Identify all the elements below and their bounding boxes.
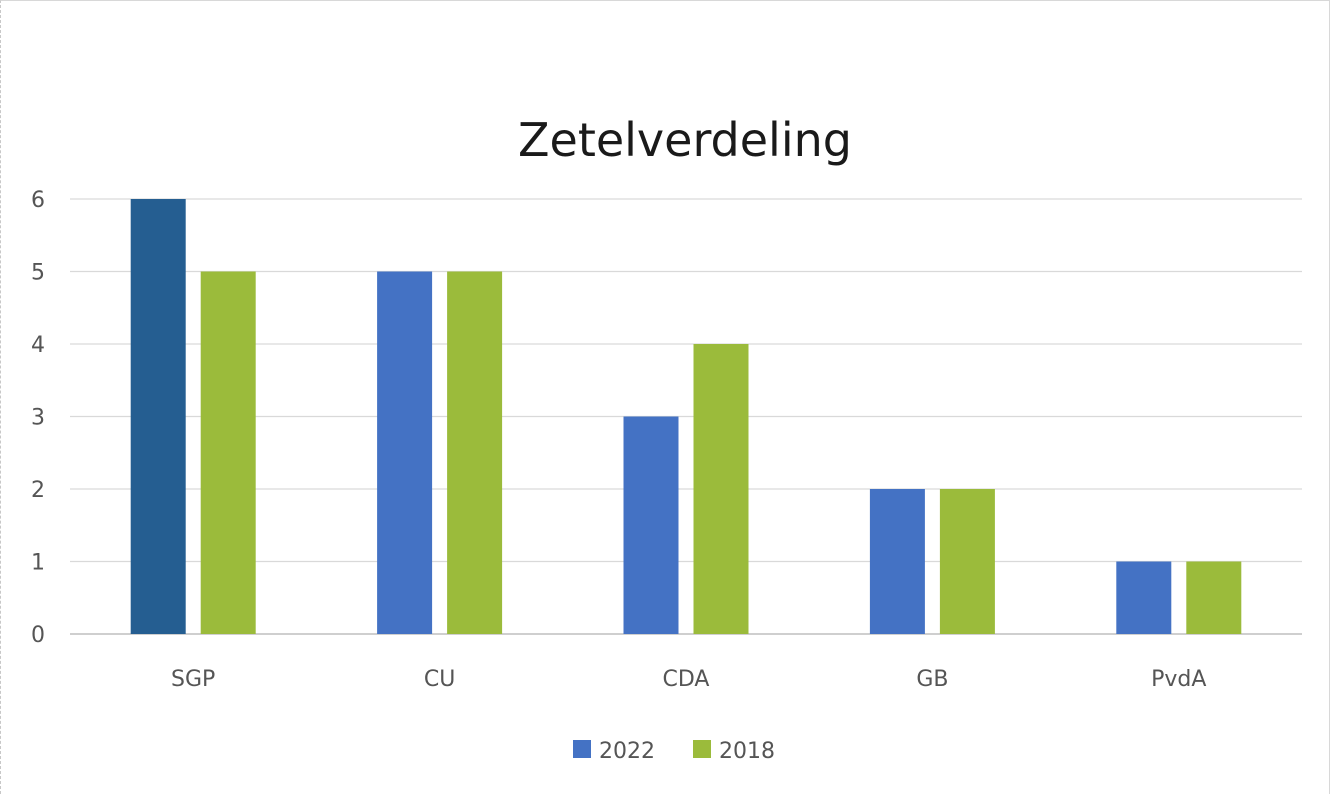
bar-cu-2018[interactable] — [447, 271, 503, 635]
legend-swatch — [573, 740, 591, 758]
bar-cda-2022[interactable] — [623, 416, 679, 635]
legend: 2022 2018 — [573, 739, 775, 764]
chart-title: Zetelverdeling — [518, 113, 852, 167]
y-tick-label: 1 — [31, 551, 45, 576]
y-axis-ticks: 0 1 2 3 4 5 6 — [31, 188, 45, 648]
legend-label: 2022 — [599, 739, 655, 764]
y-tick-label: 0 — [31, 623, 45, 648]
bar-gb-2018[interactable] — [939, 489, 995, 634]
legend-swatch — [693, 740, 711, 758]
y-tick-label: 2 — [31, 478, 45, 503]
y-tick-label: 5 — [31, 261, 45, 286]
bar-gb-2022[interactable] — [869, 489, 925, 634]
x-category-label: GB — [916, 667, 948, 692]
bar-pvda-2018[interactable] — [1186, 561, 1242, 635]
x-axis-labels: SGP CU CDA GB PvdA — [171, 667, 1206, 692]
x-category-label: CU — [424, 667, 455, 692]
x-category-label: SGP — [171, 667, 215, 692]
bars — [130, 199, 1242, 635]
x-category-label: PvdA — [1151, 667, 1206, 692]
y-tick-label: 4 — [31, 333, 45, 358]
bar-sgp-2018[interactable] — [200, 271, 256, 635]
bar-pvda-2022[interactable] — [1116, 561, 1172, 635]
legend-label: 2018 — [719, 739, 775, 764]
y-tick-label: 3 — [31, 406, 45, 431]
y-tick-label: 6 — [31, 188, 45, 213]
x-category-label: CDA — [663, 667, 710, 692]
bar-sgp-2022[interactable] — [130, 199, 186, 634]
bar-cu-2022[interactable] — [377, 271, 433, 635]
gridlines — [70, 198, 1302, 635]
bar-cda-2018[interactable] — [693, 344, 749, 634]
